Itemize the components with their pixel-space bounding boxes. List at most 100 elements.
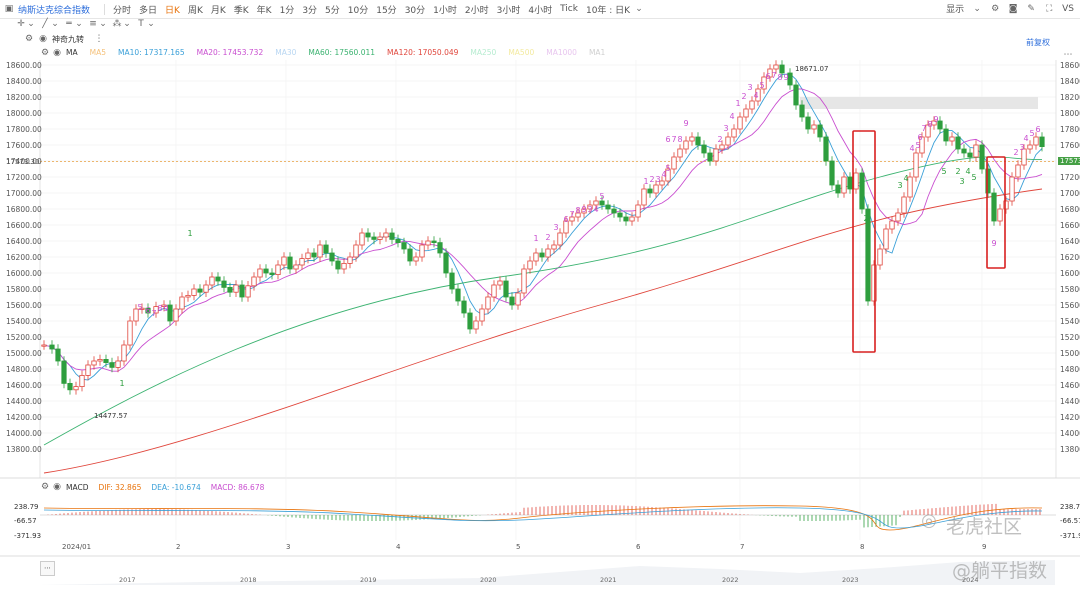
candle-body — [581, 208, 587, 214]
candle-body — [127, 320, 133, 346]
chevron-down-icon[interactable]: ⌄ — [147, 19, 155, 29]
tab-1hour[interactable]: 1小时 — [433, 5, 457, 16]
candle-body — [533, 252, 539, 262]
settings-icon[interactable]: ⚙ — [40, 47, 50, 58]
price-axis-label: 17800.00 — [1060, 125, 1080, 134]
candle-body — [103, 358, 109, 363]
ma20-line — [43, 88, 1043, 372]
chevron-down-icon[interactable]: ⌄ — [51, 19, 59, 29]
chevron-down-icon[interactable]: ⌄ — [973, 3, 981, 14]
fibonacci-icon[interactable]: ≡ — [89, 19, 97, 29]
indicator-name[interactable]: 神奇九转 — [52, 34, 84, 44]
highlight-box — [986, 156, 1006, 269]
nine-turn-label: 7 — [921, 124, 926, 133]
price-axis-label: 17600.00 — [6, 141, 42, 150]
fullscreen-icon[interactable]: ⛶ — [1045, 3, 1053, 14]
settings-icon[interactable]: ⚙ — [40, 482, 50, 492]
candle-body — [973, 144, 979, 158]
tab-30min[interactable]: 30分 — [404, 5, 426, 16]
nine-turn-label: 8 — [777, 73, 782, 82]
macd-axis-top-right: 238.79 — [1060, 503, 1080, 511]
tab-4hour[interactable]: 4小时 — [528, 5, 553, 16]
chevron-down-icon[interactable]: ⌄ — [99, 19, 107, 29]
horizontal-line-icon[interactable]: ═ — [66, 19, 72, 29]
nine-turn-label: 2 — [863, 214, 868, 223]
tab-1min[interactable]: 1分 — [279, 5, 295, 16]
adjust-restore-button[interactable]: 前复权 — [1026, 38, 1050, 47]
eye-icon[interactable]: ◉ — [39, 34, 47, 44]
price-axis-label: 16600.00 — [1060, 221, 1080, 230]
tab-3min[interactable]: 3分 — [302, 5, 318, 16]
candle-body — [889, 220, 895, 230]
candle-body — [209, 276, 215, 286]
tab-multiday[interactable]: 多日 — [139, 5, 158, 16]
tab-tick[interactable]: Tick — [560, 4, 578, 14]
candle-body — [629, 216, 635, 222]
year-label: 2023 — [842, 576, 859, 584]
tab-monthly[interactable]: 月K — [210, 5, 226, 16]
eye-icon[interactable]: ◉ — [53, 482, 61, 492]
price-axis-label: 15600.00 — [6, 301, 42, 310]
ma-legend: ⚙ ◉ MA MA5 MA10: 17317.165 MA20: 17453.7… — [0, 46, 1060, 59]
tab-daily[interactable]: 日K — [165, 5, 180, 16]
macd-label[interactable]: MACD — [66, 482, 89, 492]
chevron-down-icon[interactable]: ⌄ — [75, 19, 83, 29]
tab-10min[interactable]: 10分 — [347, 5, 369, 16]
panel-icon[interactable]: ▣ — [4, 4, 14, 14]
camera-icon[interactable]: ◙ — [1008, 3, 1018, 14]
brush-icon[interactable]: ⁂ — [112, 19, 122, 29]
candle-body — [677, 148, 683, 158]
candle-body — [109, 362, 115, 368]
tab-2hour[interactable]: 2小时 — [464, 5, 489, 16]
display-menu[interactable]: 显示 — [946, 5, 965, 15]
nine-turn-label: 2 — [717, 135, 722, 144]
candle-body — [847, 176, 853, 190]
candle-body — [943, 128, 949, 142]
nine-turn-label: 4 — [903, 174, 908, 183]
range-selector[interactable]: 10年 : 日K — [585, 5, 631, 16]
candle-body — [743, 108, 749, 118]
nine-turn-label: 7 — [151, 309, 156, 318]
settings-icon[interactable]: ⚙ — [991, 3, 1000, 14]
nine-turn-label: 6 — [145, 306, 150, 315]
index-title[interactable]: 纳斯达克综合指数 — [18, 5, 91, 16]
chevron-down-icon[interactable]: ⌄ — [635, 4, 643, 14]
chevron-down-icon[interactable]: ⌄ — [27, 19, 35, 29]
tab-timeshare[interactable]: 分时 — [113, 5, 132, 16]
tab-5min[interactable]: 5分 — [325, 5, 340, 16]
settings-icon[interactable]: ⚙ — [24, 34, 34, 44]
more-icon[interactable]: ⋮ — [94, 34, 104, 44]
more-icon[interactable]: ⋯ — [1063, 50, 1073, 60]
chevron-down-icon[interactable]: ⌄ — [123, 19, 131, 29]
candle-body — [859, 172, 865, 210]
navigator-handle[interactable]: ⋯ — [40, 561, 55, 576]
nine-turn-label: 5 — [941, 167, 946, 176]
nine-turn-label: 6 — [563, 215, 568, 224]
year-label: 2021 — [600, 576, 617, 584]
candle-body — [695, 136, 701, 146]
candle-body — [299, 258, 305, 266]
tab-3hour[interactable]: 3小时 — [496, 5, 521, 16]
nine-turn-label: 5 — [1029, 129, 1034, 138]
tab-quarterly[interactable]: 季K — [233, 5, 249, 16]
tab-yearly[interactable]: 年K — [256, 5, 272, 16]
tab-15min[interactable]: 15分 — [376, 5, 397, 16]
trendline-icon[interactable]: ╱ — [42, 19, 48, 29]
candle-body — [635, 204, 641, 218]
eye-icon[interactable]: ◉ — [53, 47, 61, 58]
price-axis-label: 18400.00 — [1060, 77, 1080, 86]
nine-turn-label: 6 — [1035, 125, 1040, 134]
ma1-label: MA1 — [588, 48, 606, 57]
candle-body — [659, 180, 665, 186]
month-label: 6 — [636, 543, 641, 551]
crosshair-icon[interactable]: ✛ — [17, 19, 25, 29]
ma-label[interactable]: MA — [66, 48, 78, 57]
text-tool-icon[interactable]: T — [138, 19, 144, 29]
nine-turn-label: 5 — [759, 81, 764, 90]
draw-icon[interactable]: ✎ — [1027, 3, 1035, 14]
nine-turn-label: 4 — [661, 170, 666, 179]
candle-body — [473, 320, 479, 330]
compare-button[interactable]: VS — [1062, 3, 1074, 14]
tab-weekly[interactable]: 周K — [187, 5, 203, 16]
